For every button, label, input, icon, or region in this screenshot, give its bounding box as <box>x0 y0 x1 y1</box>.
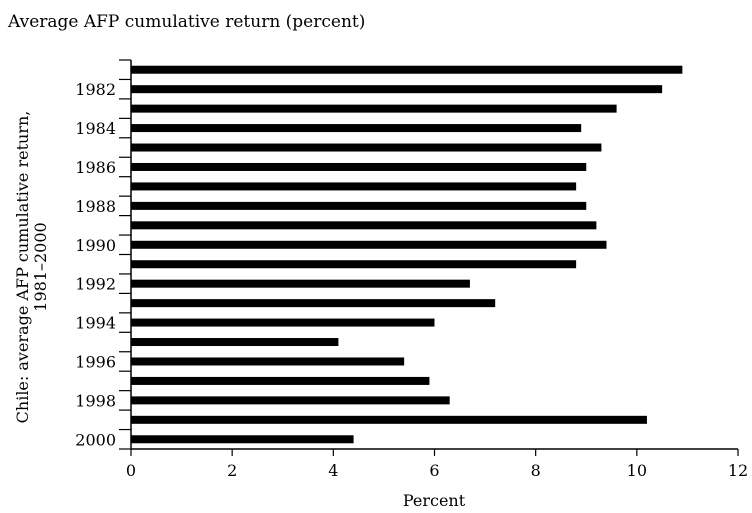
x-axis-title: Percent <box>403 491 466 510</box>
bar-1993 <box>131 299 496 308</box>
bar-1982 <box>131 85 663 94</box>
bar-1987 <box>131 182 577 191</box>
chart-axes <box>130 60 738 450</box>
page-title: Average AFP cumulative return (percent) <box>8 12 366 32</box>
y-tick-label: 1988 <box>75 197 116 216</box>
bar-1990 <box>131 240 607 249</box>
y-tick-label: 1984 <box>75 119 116 138</box>
y-tick-label: 2000 <box>75 430 116 449</box>
x-tick-label: 6 <box>429 461 439 480</box>
bar-1997 <box>131 376 430 385</box>
x-tick-label: 10 <box>627 461 647 480</box>
x-tick-label: 8 <box>531 461 541 480</box>
bar-1988 <box>131 201 587 210</box>
bar-1984 <box>131 124 582 133</box>
bar-1996 <box>131 357 405 366</box>
y-tick-label: 1998 <box>75 391 116 410</box>
bar-1983 <box>131 104 617 113</box>
bar-1999 <box>131 415 647 424</box>
bar-1986 <box>131 162 587 171</box>
bar-1989 <box>131 221 597 230</box>
y-tick-label: 1996 <box>75 352 116 371</box>
bar-1994 <box>131 318 435 327</box>
bar-2000 <box>131 435 354 444</box>
bar-1985 <box>131 143 602 152</box>
bar-1992 <box>131 279 470 288</box>
x-tick-label: 0 <box>126 461 136 480</box>
x-ticks-group: 0 2 4 6 8 10 12 <box>126 449 748 480</box>
bar-1998 <box>131 396 450 405</box>
y-tick-label: 1982 <box>75 80 116 99</box>
y-tick-label: 1986 <box>75 158 116 177</box>
bar-1995 <box>131 338 339 347</box>
x-tick-label: 2 <box>227 461 237 480</box>
y-axis-title-line2: 1981–2000 <box>31 222 50 311</box>
y-tick-label: 1992 <box>75 275 116 294</box>
x-tick-label: 12 <box>728 461 748 480</box>
y-ticks-group: 1982 1984 1986 1988 1990 1992 1994 1996 1998 2000 <box>75 59 131 450</box>
bar-1981 <box>131 65 683 74</box>
bars-group <box>131 65 683 444</box>
bar-1991 <box>131 260 577 269</box>
y-tick-label: 1990 <box>75 236 116 255</box>
y-axis-title-line1: Chile: average AFP cumulative return, <box>13 111 32 424</box>
x-tick-label: 4 <box>328 461 338 480</box>
y-tick-label: 1994 <box>75 314 116 333</box>
